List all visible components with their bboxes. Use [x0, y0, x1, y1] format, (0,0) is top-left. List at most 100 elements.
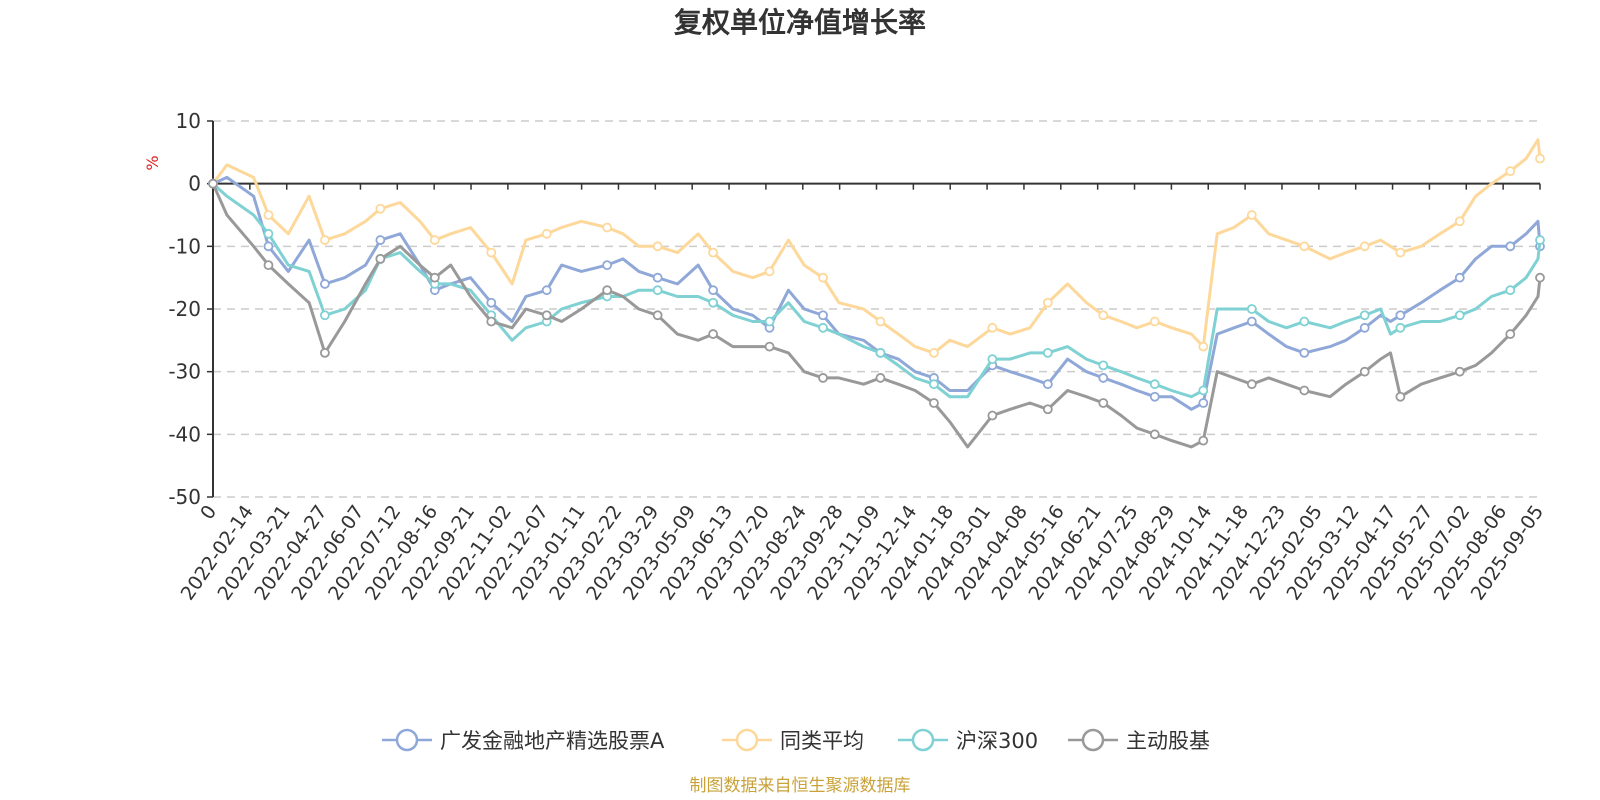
series-point: [1149, 316, 1160, 327]
legend[interactable]: 广发金融地产精选股票A 同类平均 沪深300 主动股基: [382, 728, 1210, 753]
series-point: [1098, 310, 1109, 321]
legend-circle-icon: [395, 728, 419, 752]
series-point: [1246, 379, 1257, 390]
series-point: [1299, 316, 1310, 327]
series-point: [1042, 347, 1053, 358]
series-point: [818, 310, 828, 321]
series-point: [1395, 391, 1406, 402]
series-point: [652, 310, 663, 321]
series-point: [1395, 310, 1406, 321]
series-point: [320, 235, 330, 245]
series-point: [486, 316, 497, 327]
series-point: [1505, 329, 1516, 339]
series-point: [1098, 360, 1109, 371]
series-point: [1359, 322, 1370, 333]
series-point: [1198, 435, 1209, 446]
y-tick-label: -50: [168, 485, 201, 509]
series-point: [1535, 272, 1545, 283]
series-point: [375, 235, 386, 245]
series-point: [1198, 385, 1209, 396]
chart-title: 复权单位净值增长率: [674, 6, 926, 39]
y-unit-label: %: [143, 155, 162, 170]
series-point: [541, 285, 552, 296]
series-point: [320, 347, 330, 358]
series-point: [708, 329, 719, 339]
series-point: [375, 253, 386, 264]
legend-circle-icon: [1081, 728, 1105, 752]
series-point: [875, 373, 886, 383]
series-point: [541, 310, 552, 321]
series-point: [1505, 166, 1516, 177]
series-point: [1042, 379, 1053, 390]
series-lines: [208, 138, 1545, 449]
series-point: [1198, 398, 1209, 408]
series-point: [1505, 285, 1516, 296]
x-tick-label: 0: [196, 501, 221, 524]
legend-label: 广发金融地产精选股票A: [440, 729, 665, 753]
series-point: [1395, 247, 1406, 258]
series-point: [1246, 210, 1257, 220]
series-point: [1535, 153, 1545, 164]
series-point: [875, 316, 886, 327]
footer-source: 制图数据来自恒生聚源数据库: [690, 776, 911, 796]
x-axis-ticks: 02022-02-142022-03-212022-04-272022-06-0…: [177, 183, 1548, 604]
series-point: [1246, 304, 1257, 314]
series-point: [708, 285, 719, 296]
legend-item-2[interactable]: 沪深300: [898, 728, 1038, 753]
series-point: [1042, 404, 1053, 415]
series-point: [1299, 385, 1310, 396]
series-line-1: [211, 138, 1542, 355]
series-point: [486, 247, 497, 258]
y-tick-label: 0: [188, 172, 201, 196]
series-point: [602, 285, 613, 296]
series-point: [1359, 366, 1370, 377]
series-point: [818, 373, 828, 383]
series-point: [541, 228, 552, 239]
series-line-0: [212, 175, 1542, 411]
series-point: [602, 260, 613, 271]
series-point: [1246, 316, 1257, 327]
series-point: [429, 235, 440, 245]
legend-item-3[interactable]: 主动股基: [1068, 728, 1210, 753]
series-point: [1198, 341, 1209, 352]
series-point: [929, 398, 939, 408]
y-tick-label: -20: [168, 297, 201, 321]
series-point: [429, 272, 440, 283]
y-tick-label: 10: [176, 109, 201, 133]
series-point: [263, 210, 274, 220]
y-tick-label: -30: [168, 360, 201, 384]
legend-item-1[interactable]: 同类平均: [722, 728, 864, 753]
series-point: [818, 272, 828, 283]
series-point: [320, 310, 330, 321]
y-tick-label: -40: [168, 422, 201, 446]
series-point: [987, 322, 998, 333]
series-point: [1042, 297, 1053, 308]
series-point: [764, 266, 775, 277]
series-point: [1359, 241, 1370, 252]
series-point: [1505, 241, 1516, 252]
legend-label: 同类平均: [780, 729, 864, 753]
series-point: [708, 297, 719, 308]
y-axis-ticks: 10 0 -10 -20 -30 -40 -50: [168, 109, 213, 509]
series-point: [486, 297, 497, 308]
series-point: [263, 228, 274, 239]
series-point: [320, 279, 330, 289]
series-point: [764, 341, 775, 352]
series-point: [1299, 347, 1310, 358]
series-line-3: [211, 183, 1542, 449]
legend-item-0[interactable]: 广发金融地产精选股票A: [382, 728, 665, 753]
legend-circle-icon: [735, 728, 759, 752]
series-point: [1454, 310, 1465, 321]
series-point: [602, 222, 613, 233]
series-point: [1149, 391, 1160, 402]
series-point: [1454, 216, 1465, 227]
series-point: [652, 285, 663, 296]
series-point: [1299, 241, 1310, 252]
series-point: [1149, 379, 1160, 390]
series-point: [1395, 322, 1406, 333]
series-point: [764, 316, 775, 327]
series-point: [652, 272, 663, 283]
series-point: [652, 241, 663, 252]
series-point: [818, 322, 828, 333]
